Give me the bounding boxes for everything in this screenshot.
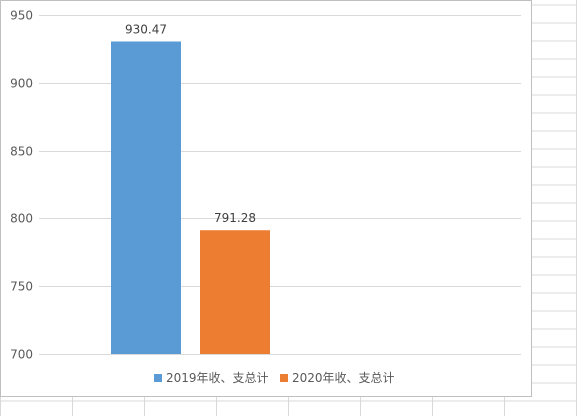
y-tick-label: 950 <box>10 9 33 23</box>
bar-2 <box>200 230 270 354</box>
y-tick-label: 750 <box>10 280 33 294</box>
bar-chart: 700 750 800 850 900 950 930.47 791.28 2019年收、支总计… <box>10 9 521 385</box>
chart-area[interactable]: 700 750 800 850 900 950 930.47 791.28 2019年收、支总计… <box>0 0 532 397</box>
y-tick-label: 700 <box>10 348 33 362</box>
data-label-1: 930.47 <box>125 22 167 36</box>
legend-swatch-2 <box>280 374 288 382</box>
legend-swatch-1 <box>154 374 162 382</box>
data-label-2: 791.28 <box>214 211 256 225</box>
y-tick-label: 800 <box>10 212 33 226</box>
legend-label-1: 2019年收、支总计 <box>166 371 269 385</box>
y-tick-label: 900 <box>10 77 33 91</box>
legend-label-2: 2020年收、支总计 <box>292 371 395 385</box>
bar-1 <box>111 41 181 355</box>
y-tick-label: 850 <box>10 145 33 159</box>
